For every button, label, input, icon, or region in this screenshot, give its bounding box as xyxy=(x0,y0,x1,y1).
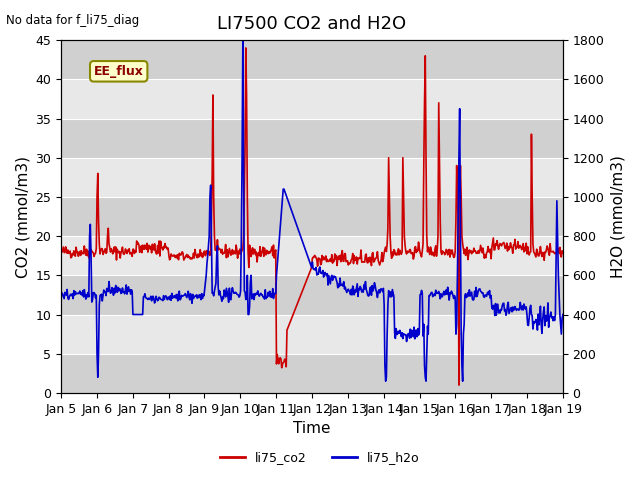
X-axis label: Time: Time xyxy=(293,421,331,436)
Title: LI7500 CO2 and H2O: LI7500 CO2 and H2O xyxy=(218,15,406,33)
Legend: li75_co2, li75_h2o: li75_co2, li75_h2o xyxy=(215,446,425,469)
Bar xyxy=(61,119,563,158)
Bar xyxy=(61,276,563,314)
Text: EE_flux: EE_flux xyxy=(94,65,143,78)
Bar xyxy=(61,354,563,393)
Bar xyxy=(61,197,563,236)
Text: No data for f_li75_diag: No data for f_li75_diag xyxy=(6,14,140,27)
Bar xyxy=(61,40,563,79)
Y-axis label: CO2 (mmol/m3): CO2 (mmol/m3) xyxy=(15,156,30,277)
Y-axis label: H2O (mmol/m3): H2O (mmol/m3) xyxy=(610,155,625,278)
